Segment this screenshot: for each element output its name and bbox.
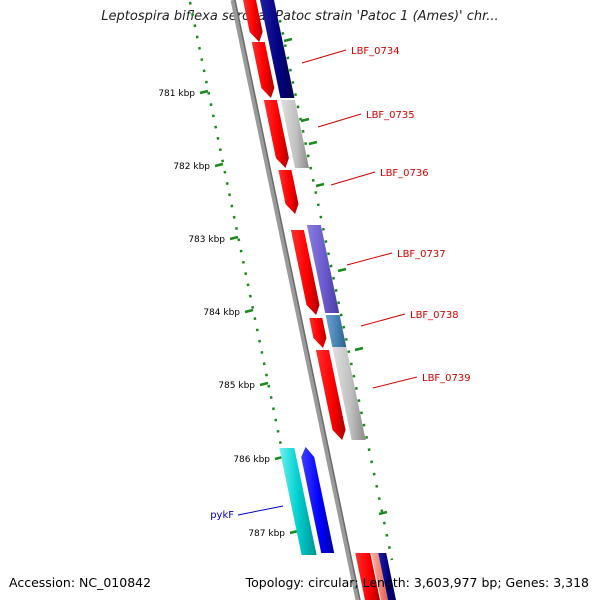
- gene-label[interactable]: pykF: [210, 510, 234, 521]
- tick-label: 782 kbp: [173, 162, 210, 172]
- gene-feature[interactable]: [332, 347, 366, 440]
- tick-mark: [214, 162, 224, 168]
- gene-feature[interactable]: [315, 350, 346, 440]
- ruler-dash: [378, 510, 388, 516]
- tick-label: 787 kbp: [248, 529, 285, 539]
- gene-feature[interactable]: [378, 553, 396, 600]
- tick-label: 785 kbp: [218, 381, 255, 391]
- gene-feature[interactable]: [251, 42, 275, 98]
- gene-feature[interactable]: [371, 553, 388, 600]
- gene-label[interactable]: LBF_0735: [366, 110, 415, 121]
- ruler-dash: [315, 182, 325, 188]
- gene-label[interactable]: LBF_0737: [397, 249, 446, 260]
- gene-feature[interactable]: [260, 0, 295, 98]
- gene-feature[interactable]: [279, 448, 317, 555]
- backbone-edge: [234, 0, 361, 600]
- gene-feature[interactable]: [263, 100, 289, 168]
- gene-feature[interactable]: [309, 318, 327, 348]
- gene-feature[interactable]: [278, 170, 299, 214]
- gene-label[interactable]: LBF_0739: [422, 373, 471, 384]
- gene-leader-line: [360, 313, 406, 327]
- gene-feature[interactable]: [325, 315, 347, 347]
- accession-text: Accession: NC_010842: [9, 575, 152, 590]
- gene-feature[interactable]: [243, 0, 263, 42]
- inner-scale: [188, 1, 304, 549]
- gene-leader-line: [346, 252, 393, 266]
- gene-label[interactable]: LBF_0738: [410, 310, 459, 321]
- gene-feature[interactable]: [306, 225, 340, 313]
- gene-label[interactable]: LBF_0734: [351, 46, 400, 57]
- genome-summary-text: Topology: circular; Length: 3,603,977 bp…: [245, 575, 589, 590]
- gene-leader-line: [317, 113, 362, 128]
- gene-leader-line: [372, 376, 418, 389]
- tick-label: 784 kbp: [203, 308, 240, 318]
- ruler-dash: [300, 117, 310, 123]
- tick-label: 783 kbp: [188, 235, 225, 245]
- tick-label: 781 kbp: [158, 89, 195, 99]
- gene-feature[interactable]: [280, 100, 309, 168]
- tick-mark: [244, 308, 254, 314]
- tick-label: 786 kbp: [233, 455, 270, 465]
- tick-mark: [259, 381, 269, 387]
- map-title: Leptospira biflexa serovar Patoc strain …: [101, 9, 499, 24]
- ruler-dash: [354, 346, 364, 352]
- tick-mark: [199, 89, 209, 95]
- gene-feature[interactable]: [355, 553, 380, 600]
- gene-feature[interactable]: [301, 447, 335, 553]
- tick-mark: [229, 235, 239, 241]
- backbone: [230, 0, 361, 600]
- ruler-dash: [283, 37, 293, 43]
- ruler-dash: [308, 140, 318, 146]
- tick-mark: [289, 529, 299, 535]
- gene-label[interactable]: LBF_0736: [380, 168, 429, 179]
- outer-ruler: [278, 19, 394, 561]
- gene-leader-line: [301, 49, 347, 64]
- gene-leader-line: [330, 171, 376, 186]
- gene-leader-line: [237, 505, 284, 516]
- ruler-dash: [337, 267, 347, 273]
- gene-feature[interactable]: [290, 230, 320, 315]
